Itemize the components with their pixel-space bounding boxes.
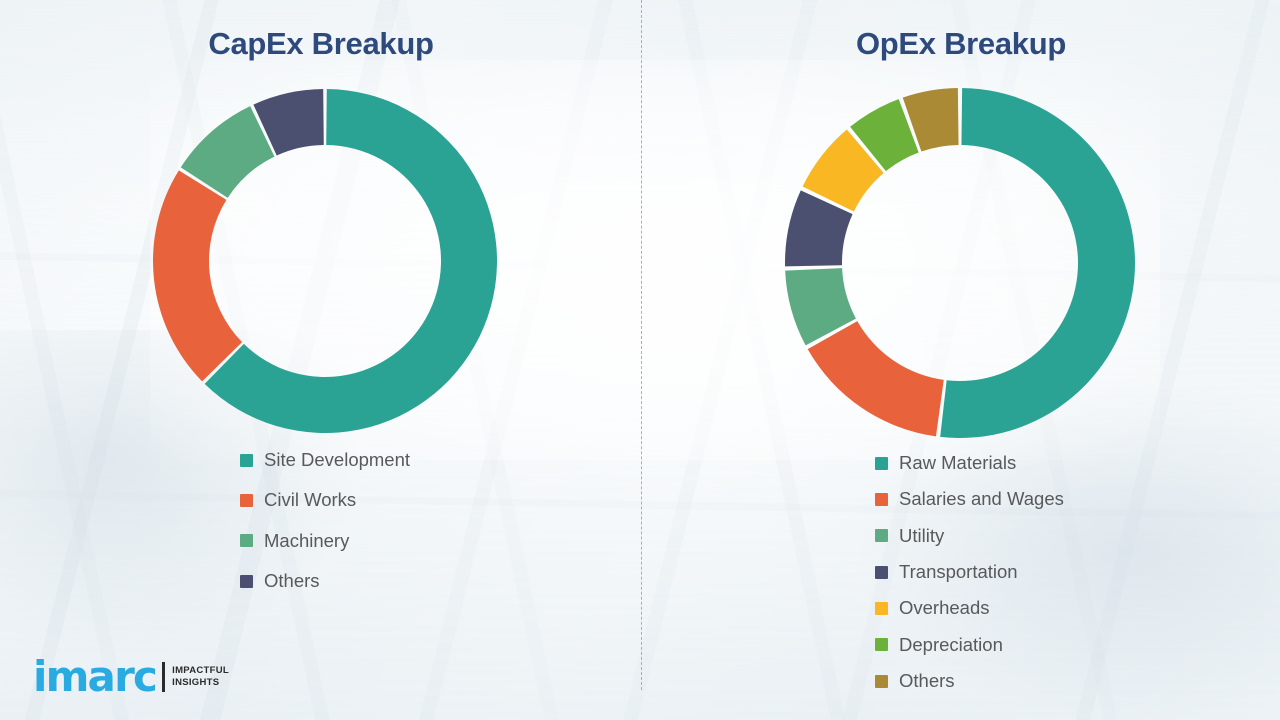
capex-donut-chart bbox=[153, 89, 497, 433]
legend-swatch-icon bbox=[875, 565, 888, 579]
capex-legend: Site Development Civil Works Machinery O… bbox=[240, 449, 411, 611]
legend-item[interactable]: Site Development bbox=[240, 449, 411, 470]
legend-item-label: Machinery bbox=[264, 529, 350, 551]
logo-tagline: IMPACTFUL INSIGHTS bbox=[172, 665, 229, 689]
donut-slice[interactable] bbox=[902, 88, 959, 152]
donut-slice[interactable] bbox=[785, 190, 853, 267]
logo-divider-bar bbox=[162, 662, 166, 692]
legend-swatch-icon bbox=[240, 534, 253, 548]
donut-slice[interactable] bbox=[253, 89, 324, 156]
opex-panel: OpEx Breakup bbox=[642, 0, 1280, 720]
legend-item-label: Site Development bbox=[264, 449, 411, 470]
donut-slice[interactable] bbox=[204, 89, 497, 433]
capex-panel: CapEx Breakup Site Development Civil Wor… bbox=[153, 26, 497, 611]
legend-swatch-icon bbox=[240, 494, 253, 508]
logo-tagline-line1: IMPACTFUL bbox=[172, 665, 229, 677]
donut-slice[interactable] bbox=[802, 129, 884, 212]
legend-swatch-icon bbox=[875, 638, 888, 652]
logo-tagline-line2: INSIGHTS bbox=[172, 677, 220, 688]
legend-item[interactable]: Others bbox=[875, 670, 1064, 692]
legend-item[interactable]: Salaries and Wages bbox=[875, 488, 1064, 510]
legend-swatch-icon bbox=[875, 602, 888, 616]
donut-slice[interactable] bbox=[940, 88, 1135, 438]
logo-wordmark: imarc bbox=[33, 652, 158, 701]
legend-item[interactable]: Utility bbox=[875, 524, 1064, 546]
legend-item[interactable]: Transportation bbox=[875, 561, 1064, 583]
legend-item-label: Salaries and Wages bbox=[899, 488, 1064, 510]
legend-swatch-icon bbox=[875, 493, 888, 507]
legend-item[interactable]: Civil Works bbox=[240, 489, 410, 511]
imarc-logo: imarc IMPACTFUL INSIGHTS bbox=[33, 656, 229, 698]
donut-slice[interactable] bbox=[180, 106, 275, 198]
legend-swatch-icon bbox=[875, 674, 888, 688]
legend-item-label: Others bbox=[264, 570, 320, 592]
legend-item[interactable]: Others bbox=[240, 570, 410, 592]
opex-donut-chart bbox=[785, 88, 1135, 438]
legend-swatch-icon bbox=[875, 529, 888, 543]
donut-slice[interactable] bbox=[850, 99, 919, 172]
legend-item-label: Depreciation bbox=[899, 633, 1003, 655]
panel-divider bbox=[641, 0, 642, 690]
legend-item[interactable]: Overheads bbox=[875, 598, 1064, 618]
legend-item-label: Raw Materials bbox=[899, 452, 1017, 473]
capex-chart-title: CapEx Breakup bbox=[208, 26, 434, 61]
legend-item-label: Overheads bbox=[899, 597, 990, 619]
legend-item-label: Civil Works bbox=[264, 489, 357, 511]
legend-item-label: Others bbox=[899, 670, 955, 692]
opex-chart-title: OpEx Breakup bbox=[855, 26, 1067, 61]
donut-slice[interactable] bbox=[785, 268, 856, 346]
donut-slice[interactable] bbox=[807, 321, 944, 437]
legend-item[interactable]: Raw Materials bbox=[875, 452, 1064, 473]
capex-donut-svg bbox=[153, 89, 497, 433]
legend-swatch-icon bbox=[240, 574, 253, 588]
legend-swatch-icon bbox=[240, 453, 253, 467]
legend-swatch-icon bbox=[875, 456, 888, 470]
donut-slice[interactable] bbox=[153, 170, 243, 382]
legend-item-label: Utility bbox=[899, 524, 945, 546]
opex-legend: Raw Materials Salaries and Wages Utility… bbox=[875, 452, 1064, 707]
legend-item-label: Transportation bbox=[899, 561, 1018, 583]
legend-item[interactable]: Machinery bbox=[240, 529, 410, 551]
opex-donut-svg bbox=[785, 88, 1135, 438]
legend-item[interactable]: Depreciation bbox=[875, 633, 1064, 655]
